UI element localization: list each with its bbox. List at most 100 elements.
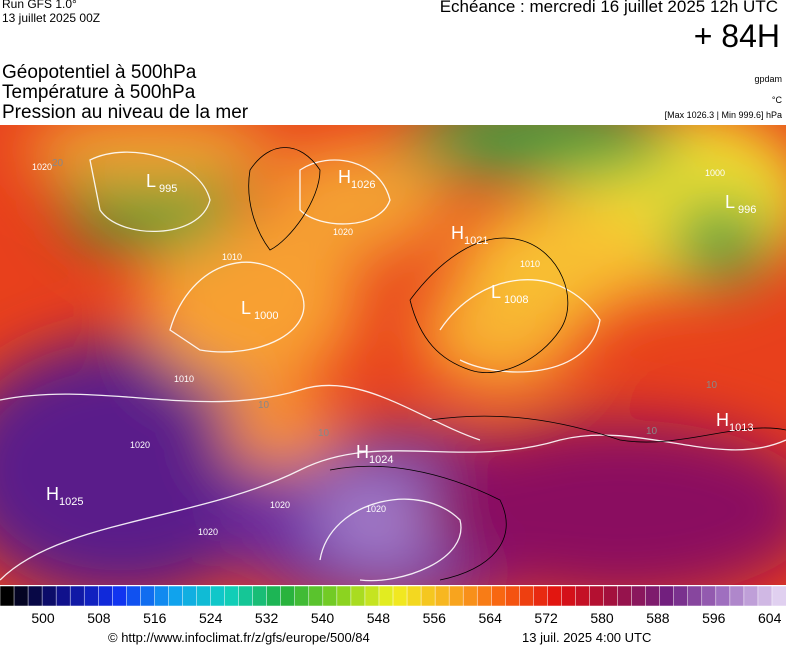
center-value: 995 <box>159 183 177 195</box>
colorbar-label: 580 <box>590 610 614 626</box>
center-letter: L <box>725 192 735 212</box>
colorbar-swatch <box>154 585 170 607</box>
colorbar-swatch <box>743 585 759 607</box>
colorbar-label: 596 <box>702 610 726 626</box>
center-letter: H <box>46 484 59 504</box>
center-value: 1026 <box>351 179 375 191</box>
colorbar-swatch <box>69 585 85 607</box>
colorbar-swatch <box>27 585 43 607</box>
colorbar-swatch <box>448 585 464 607</box>
colorbar-label: 524 <box>199 610 223 626</box>
field: Température à 500hPa <box>2 82 196 103</box>
colorbar-swatch <box>0 585 15 607</box>
colorbar-swatch <box>617 585 633 607</box>
colorbar-swatch <box>336 585 352 607</box>
colorbar-swatch <box>575 585 591 607</box>
colorbar: 500 508 516 524 532 540 548 556 564 572 580 588 596 6… <box>0 585 786 626</box>
colorbar-label: 564 <box>479 610 503 626</box>
colorbar-swatch <box>168 585 184 607</box>
colorbar-swatch <box>392 585 408 607</box>
colorbar-swatch <box>673 585 689 607</box>
isobar-label: 1020 <box>198 527 218 537</box>
colorbar-swatch <box>252 585 268 607</box>
colorbar-swatch <box>140 585 156 607</box>
colorbar-swatch <box>631 585 647 607</box>
colorbar-swatch <box>112 585 128 607</box>
colorbar-swatch <box>280 585 296 607</box>
colorbar-swatch <box>519 585 535 607</box>
isobar-label: 1020 <box>32 162 52 172</box>
field: Géopotentiel à 500hPa <box>2 62 197 83</box>
colorbar-label: 572 <box>534 610 558 626</box>
isobar-label: 1000 <box>705 168 725 178</box>
center-value: 1024 <box>369 454 393 466</box>
colorbar-label: 532 <box>255 610 279 626</box>
colorbar-swatch <box>378 585 394 607</box>
colorbar-swatch <box>659 585 675 607</box>
colorbar-swatch <box>771 585 786 607</box>
center-letter: L <box>491 282 501 302</box>
temperature-label: 10 <box>318 428 330 439</box>
pressure-range: [Max 1026.3 | Min 999.6] hPa <box>664 110 782 120</box>
center-letter: L <box>241 298 251 318</box>
colorbar-swatch <box>196 585 212 607</box>
colorbar-swatch <box>126 585 142 607</box>
center-letter: H <box>716 410 729 430</box>
colorbar-swatch <box>505 585 521 607</box>
colorbar-swatch <box>238 585 254 607</box>
temperature-label: 10 <box>258 400 270 411</box>
colorbar-swatch <box>308 585 324 607</box>
colorbar-swatch <box>491 585 507 607</box>
colorbar-label: 604 <box>758 610 782 626</box>
temperature-label: 10 <box>646 426 658 437</box>
colorbar-label: 508 <box>87 610 111 626</box>
colorbar-swatch <box>420 585 436 607</box>
colorbar-swatch <box>434 585 450 607</box>
isobar-label: 1010 <box>520 259 540 269</box>
colorbar-label: 540 <box>311 610 335 626</box>
isobar-label: 1020 <box>270 500 290 510</box>
center-value: 1000 <box>254 310 278 322</box>
field-shading <box>0 125 786 585</box>
colorbar-swatch <box>701 585 717 607</box>
center-letter: L <box>146 171 156 191</box>
colorbar-swatch <box>589 585 605 607</box>
colorbar-swatch <box>294 585 310 607</box>
colorbar-swatch <box>210 585 226 607</box>
colorbar-swatch <box>645 585 661 607</box>
temperature-label: 20 <box>52 158 64 169</box>
isobar-label: 1020 <box>366 504 386 514</box>
colorbar-swatch <box>476 585 493 607</box>
generated: 13 juil. 2025 4:00 UTC <box>522 630 652 645</box>
colorbar-swatch <box>462 585 478 607</box>
run: Run GFS 1.0° <box>2 0 77 11</box>
lead-time: + 84H <box>693 18 780 54</box>
colorbar-swatch <box>13 585 29 607</box>
center-value: 1013 <box>729 422 753 434</box>
colorbar-swatch <box>41 585 57 607</box>
run-date: 13 juillet 2025 00Z <box>2 11 101 25</box>
colorbar-swatch <box>406 585 422 607</box>
colorbar-swatch <box>603 585 619 607</box>
colorbar-swatch <box>561 585 577 607</box>
center-letter: H <box>338 167 351 187</box>
colorbar-swatch <box>364 585 380 607</box>
center-letter: H <box>356 442 369 462</box>
temperature-label: 10 <box>706 380 718 391</box>
isobar-label: 1010 <box>222 252 242 262</box>
colorbar-swatch <box>533 585 549 607</box>
isobar-label: 1020 <box>130 440 150 450</box>
center-value: 996 <box>738 204 756 216</box>
colorbar-label: 556 <box>423 610 447 626</box>
colorbar-swatch <box>83 585 100 607</box>
colorbar-label: 516 <box>143 610 167 626</box>
colorbar-label: 500 <box>31 610 55 626</box>
field: Pression au niveau de la mer <box>2 102 249 123</box>
colorbar-swatch <box>350 585 366 607</box>
colorbar-swatch <box>757 585 773 607</box>
source: © http://www.infoclimat.fr/z/gfs/europe/… <box>108 630 370 645</box>
isobar-label: 1010 <box>174 374 194 384</box>
center-value: 1025 <box>59 496 83 508</box>
